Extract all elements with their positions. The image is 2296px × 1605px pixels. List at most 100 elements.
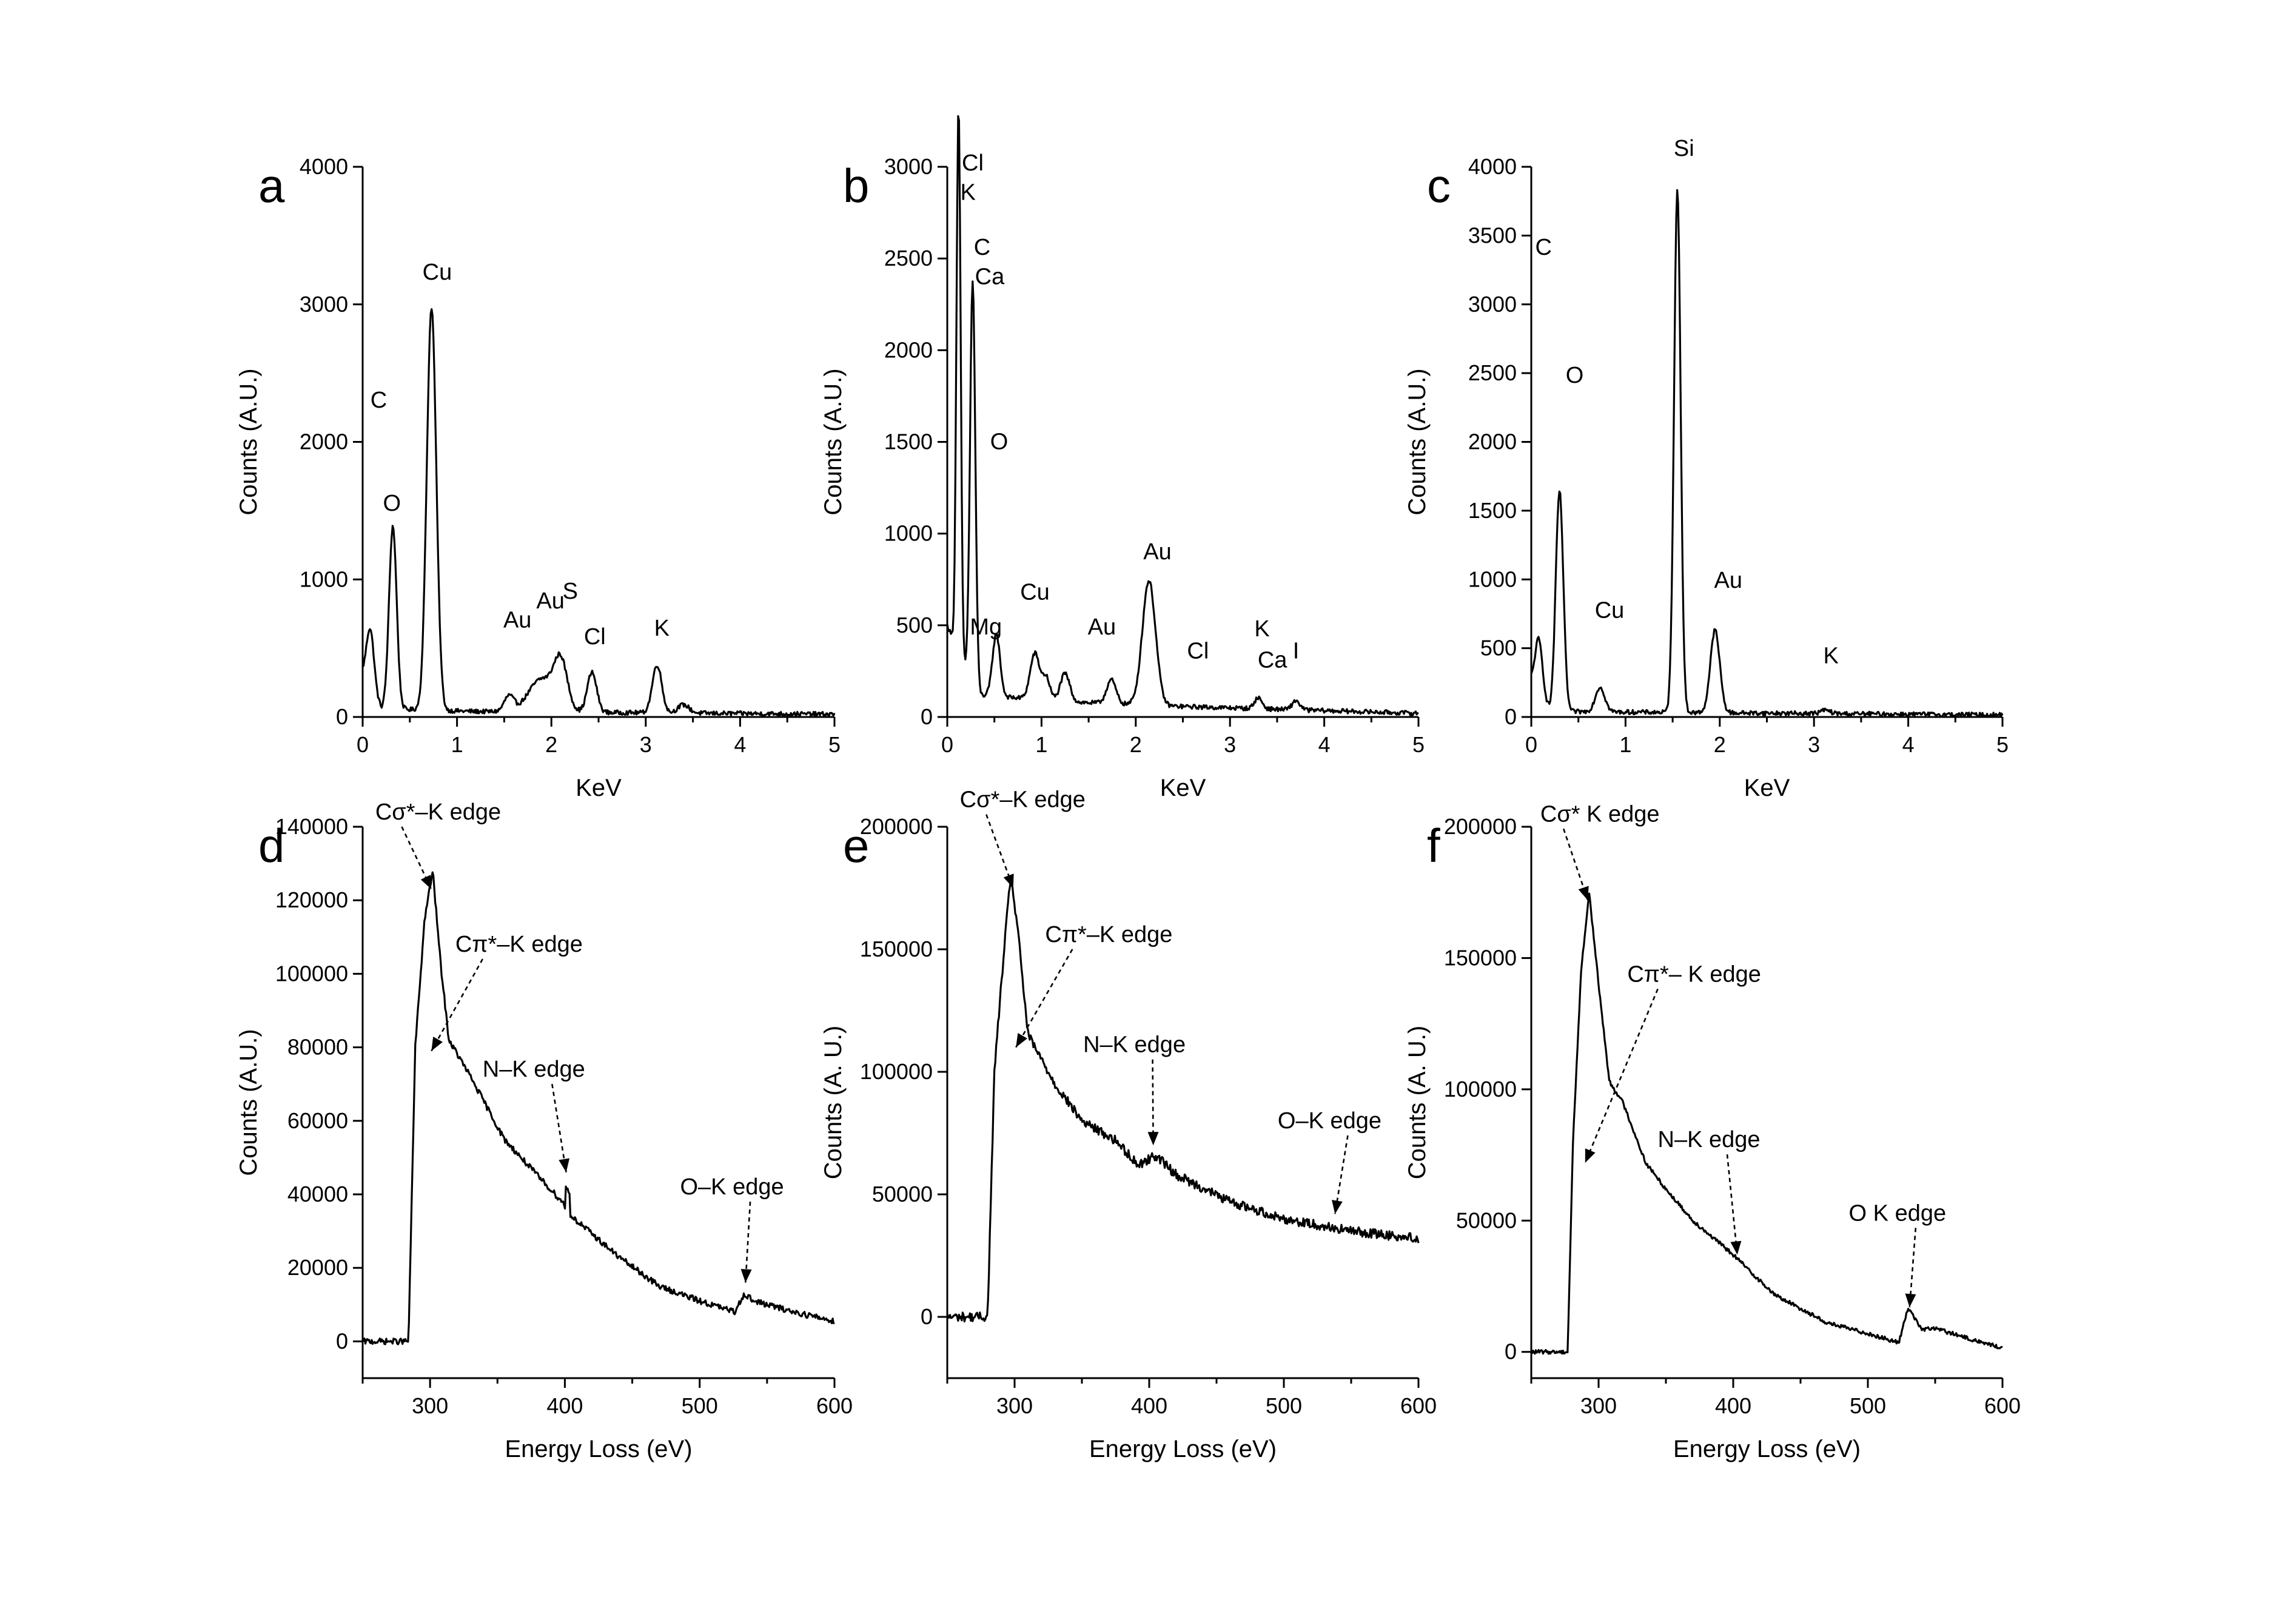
peak-label: Mg <box>970 614 1002 640</box>
annotation-arrow <box>551 1083 567 1173</box>
x-tick-label: 2 <box>545 732 557 757</box>
y-tick-label: 4000 <box>300 154 348 179</box>
x-axis-title: KeV <box>1744 775 1790 801</box>
x-tick-label: 5 <box>1996 732 2009 757</box>
panel-e: 300 400 500 600 0 50000 100000 150000 200000 Ener… <box>820 787 1437 1462</box>
y-tick-label: 500 <box>1480 636 1517 661</box>
x-tick-label: 600 <box>1400 1393 1437 1418</box>
panel-letter: c <box>1427 159 1451 212</box>
x-axis-title: Energy Loss (eV) <box>1089 1436 1277 1462</box>
peak-label: Cu <box>1020 580 1050 605</box>
arrow-head <box>1016 1033 1028 1048</box>
y-tick-label: 100000 <box>1444 1077 1517 1102</box>
peak-label: N–K edge <box>1658 1127 1761 1152</box>
y-tick-label: 1000 <box>1468 567 1517 591</box>
y-axis-title: Counts (A. U.) <box>820 1026 847 1179</box>
annotation-arrow <box>431 958 483 1052</box>
x-tick-label: 600 <box>1984 1393 2021 1418</box>
arrow-head <box>1147 1132 1159 1146</box>
x-tick-label: 500 <box>1850 1393 1886 1418</box>
panel-a: 0 1 2 3 4 5 0 1000 2000 3000 4000 KeV Counts (A.U.) a… <box>235 154 841 801</box>
annotation-arrow <box>1584 988 1659 1163</box>
panel-f: 300 400 500 600 0 50000 100000 150000 200000 Ener… <box>1404 801 2021 1462</box>
arrow-head <box>1730 1240 1742 1255</box>
x-tick-label: 400 <box>1131 1393 1167 1418</box>
y-tick-label: 3000 <box>884 154 933 179</box>
y-tick-label: 2500 <box>1468 360 1517 385</box>
x-tick-label: 4 <box>1318 732 1331 757</box>
x-tick-label: 2 <box>1130 732 1142 757</box>
arrow-head <box>1003 873 1014 888</box>
spectrum-trace <box>361 871 835 1345</box>
x-tick-label: 300 <box>1580 1393 1617 1418</box>
peak-label: Au <box>1714 568 1742 593</box>
y-tick-label: 0 <box>921 1304 933 1329</box>
panel-c: 0 1 2 3 4 5 0 500 1000 1500 2000 2500 3000 3500 4000 Ke… <box>1404 136 2009 801</box>
peak-label: N–K edge <box>483 1057 585 1082</box>
y-tick-label: 4000 <box>1468 154 1517 179</box>
peak-label: S <box>563 579 578 604</box>
panel-letter: b <box>843 159 869 212</box>
peak-label: Cσ*–K edge <box>960 787 1086 813</box>
arrow-head <box>1585 1148 1596 1163</box>
y-tick-label: 100000 <box>860 1059 933 1084</box>
x-axis-title: KeV <box>576 775 622 801</box>
x-tick-label: 0 <box>357 732 369 757</box>
peak-label: Au <box>503 608 531 633</box>
x-tick-label: 500 <box>1266 1393 1302 1418</box>
peak-label: Si <box>1674 136 1694 161</box>
y-axis-title: Counts (A.U.) <box>1404 368 1431 515</box>
x-tick-label: 500 <box>682 1393 718 1418</box>
y-tick-label: 60000 <box>287 1108 348 1133</box>
x-tick-label: 600 <box>816 1393 853 1418</box>
x-tick-label: 0 <box>1525 732 1537 757</box>
spectrum-trace <box>1530 892 2003 1355</box>
y-tick-label: 50000 <box>872 1182 933 1206</box>
arrow-head <box>1332 1200 1343 1214</box>
spectrum-trace <box>946 879 1420 1323</box>
peak-label: O <box>1566 363 1584 388</box>
y-tick-label: 200000 <box>860 814 933 839</box>
y-tick-label: 500 <box>896 613 933 638</box>
x-tick-label: 1 <box>1035 732 1047 757</box>
x-tick-label: 5 <box>1412 732 1425 757</box>
y-tick-label: 20000 <box>287 1255 348 1280</box>
y-tick-label: 0 <box>1505 1339 1517 1364</box>
peak-label: I <box>1293 638 1300 664</box>
peak-label: Au <box>1143 539 1171 565</box>
x-axis-title: Energy Loss (eV) <box>505 1436 692 1462</box>
y-tick-label: 2000 <box>1468 429 1517 454</box>
peak-label: Cl <box>962 150 984 176</box>
peak-label: K <box>1254 616 1269 642</box>
peak-label: O–K edge <box>1278 1108 1381 1134</box>
peak-label: Cσ* K edge <box>1540 801 1660 827</box>
y-tick-label: 1000 <box>300 567 348 591</box>
y-tick-label: 50000 <box>1456 1208 1517 1233</box>
peak-label: C <box>1535 235 1551 260</box>
y-tick-label: 0 <box>921 704 933 729</box>
spectrum-trace <box>946 115 1419 716</box>
peak-label: N–K edge <box>1083 1032 1186 1058</box>
y-tick-label: 3500 <box>1468 223 1517 247</box>
peak-label: Au <box>536 588 564 614</box>
y-tick-label: 100000 <box>275 961 348 986</box>
annotation-arrow <box>1015 949 1073 1048</box>
y-tick-label: 200000 <box>1444 814 1517 839</box>
y-tick-label: 3000 <box>1468 292 1517 317</box>
y-tick-label: 0 <box>1505 704 1517 729</box>
y-tick-label: 3000 <box>300 292 348 317</box>
panel-letter: e <box>843 819 869 872</box>
x-tick-label: 5 <box>828 732 841 757</box>
y-axis-title: Counts (A.U.) <box>235 368 262 515</box>
x-tick-label: 4 <box>734 732 746 757</box>
peak-label: C <box>974 235 990 260</box>
peak-label: K <box>961 180 976 205</box>
annotation-arrow <box>1726 1154 1738 1255</box>
x-axis-title: Energy Loss (eV) <box>1673 1436 1861 1462</box>
peak-label: Cu <box>1595 598 1625 624</box>
x-tick-label: 400 <box>1715 1393 1751 1418</box>
y-axis-title: Counts (A.U.) <box>235 1029 262 1176</box>
y-tick-label: 0 <box>336 1328 348 1353</box>
y-tick-label: 2500 <box>884 246 933 271</box>
